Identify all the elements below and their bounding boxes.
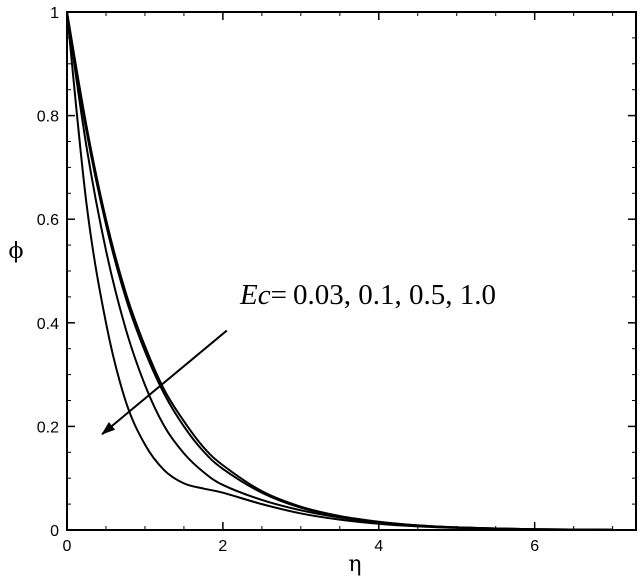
x-tick-label: 6 <box>530 538 539 555</box>
y-tick-label: 0.2 <box>37 419 59 436</box>
tick-labels: 0 2 4 6 0 0.2 0.4 0.6 0.8 1 <box>37 5 539 555</box>
plot-frame <box>66 11 637 531</box>
y-tick-label: 0.6 <box>37 212 59 229</box>
y-tick-label: 0.8 <box>37 109 59 126</box>
x-tick-label: 2 <box>218 538 227 555</box>
y-tick-label: 1 <box>50 5 59 22</box>
y-tick-label: 0.4 <box>37 316 59 333</box>
ticks <box>66 11 636 531</box>
series-line-4 <box>66 11 613 531</box>
annotation-equals: = <box>271 279 287 311</box>
x-axis-title: η <box>348 552 361 577</box>
annotation-values: 0.03, 0.1, 0.5, 1.0 <box>293 279 496 311</box>
annotation-arrow <box>101 329 228 435</box>
y-axis-title: ϕ <box>9 239 24 264</box>
y-tick-label: 0 <box>50 523 59 540</box>
series-lines <box>66 11 613 531</box>
x-tick-label: 0 <box>63 538 72 555</box>
annotation-param: Ec <box>239 279 271 311</box>
annotation-text: Ec= 0.03, 0.1, 0.5, 1.0 <box>239 279 496 311</box>
x-tick-label: 4 <box>374 538 383 555</box>
